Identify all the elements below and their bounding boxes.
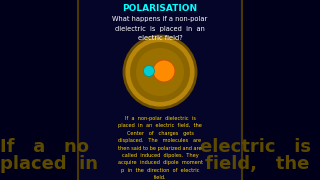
Bar <box>78 0 242 180</box>
Circle shape <box>143 66 155 76</box>
Text: What happens if a non-polar
dielectric  is  placed  in  an
electric field?: What happens if a non-polar dielectric i… <box>112 16 208 41</box>
Bar <box>242 0 320 180</box>
Text: field,   the: field, the <box>205 155 309 173</box>
Circle shape <box>130 42 190 102</box>
Text: placed  in: placed in <box>0 155 98 173</box>
Text: electric   is: electric is <box>200 138 311 156</box>
Circle shape <box>153 60 175 82</box>
Text: If  a  non-polar  dielectric  is
placed  in  an  electric  field,  the
Center   : If a non-polar dielectric is placed in a… <box>117 116 203 180</box>
Circle shape <box>124 36 196 108</box>
Text: If   a   no: If a no <box>0 138 89 156</box>
Circle shape <box>136 48 184 96</box>
Text: POLARISATION: POLARISATION <box>123 4 197 13</box>
Bar <box>0 0 78 180</box>
